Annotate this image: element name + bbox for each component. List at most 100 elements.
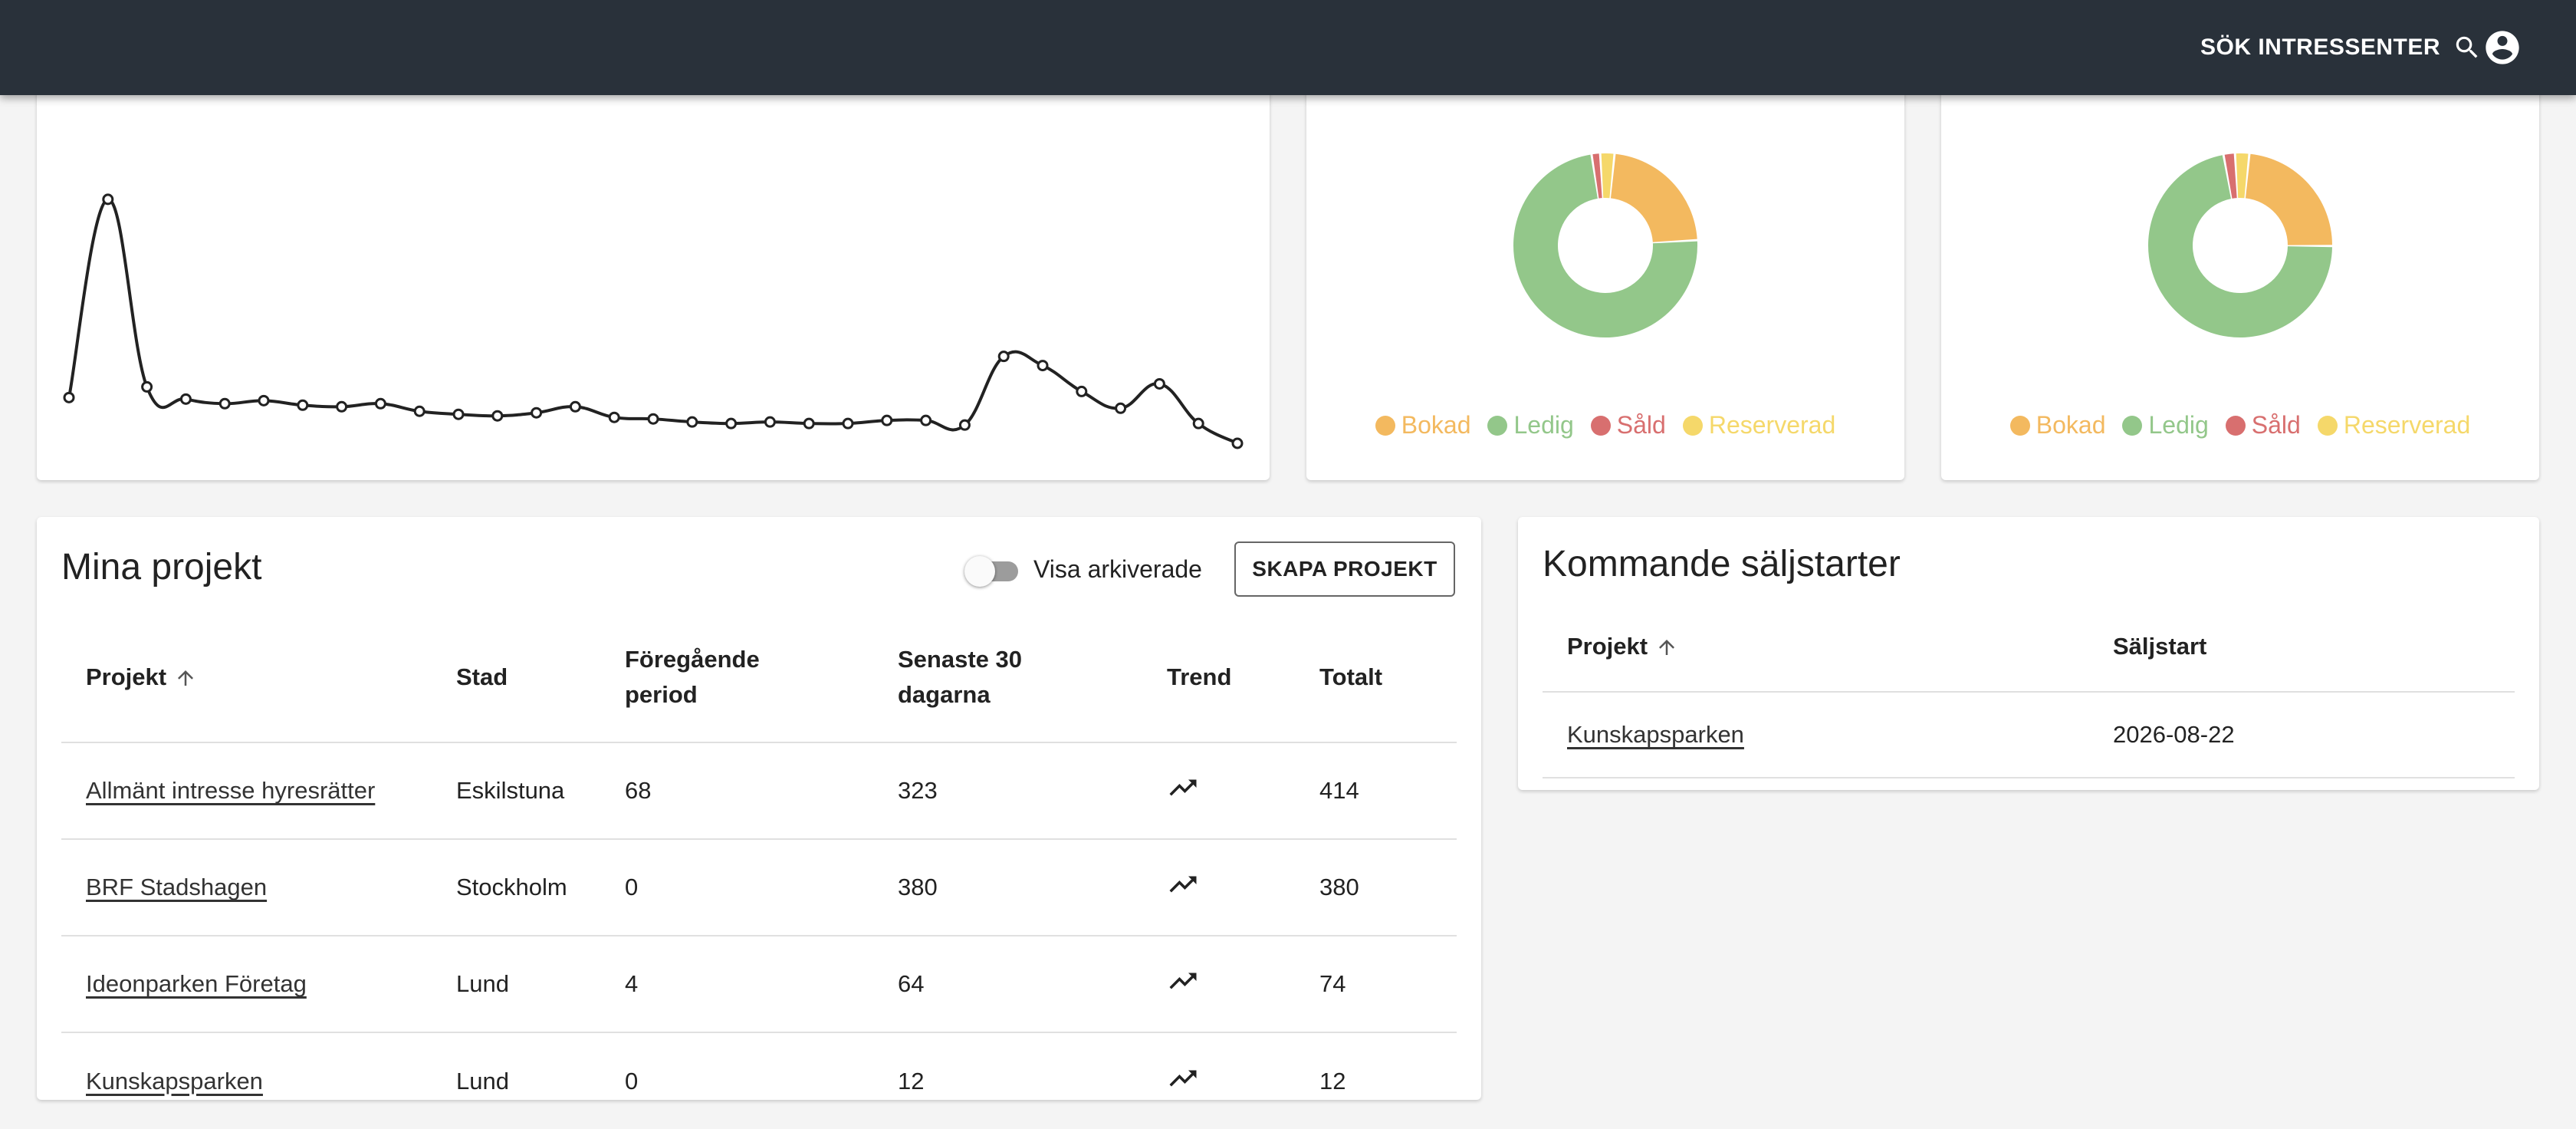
donut-slice-ledig[interactable] bbox=[1513, 154, 1697, 338]
data-point[interactable] bbox=[374, 397, 386, 410]
trend-cell bbox=[1142, 742, 1295, 839]
column-header-label: Föregående bbox=[625, 645, 760, 673]
project-link[interactable]: Kunskapsparken bbox=[86, 1067, 263, 1094]
legend-item-sald[interactable]: Såld bbox=[1590, 411, 1666, 439]
data-point[interactable] bbox=[63, 391, 75, 403]
search-stakeholders-button[interactable]: SÖK INTRESSENTER bbox=[2200, 26, 2482, 69]
legend-dot bbox=[2009, 415, 2030, 436]
data-point[interactable] bbox=[1037, 360, 1049, 372]
data-point[interactable] bbox=[219, 397, 231, 410]
data-point[interactable] bbox=[881, 414, 893, 426]
data-point[interactable] bbox=[764, 416, 776, 428]
data-point[interactable] bbox=[258, 394, 270, 407]
data-point[interactable] bbox=[647, 413, 659, 425]
donut-slice-reserverad[interactable] bbox=[2236, 153, 2249, 199]
legend-item-sald[interactable]: Såld bbox=[2225, 411, 2301, 439]
data-point[interactable] bbox=[413, 405, 426, 417]
donut-legend-2: Bokad Ledig Såld Reserverad bbox=[1941, 411, 2539, 439]
data-point[interactable] bbox=[491, 410, 504, 422]
create-project-button[interactable]: SKAPA PROJEKT bbox=[1234, 541, 1455, 597]
legend-dot bbox=[1590, 415, 1611, 436]
column-header-label: dagarna bbox=[898, 680, 991, 708]
data-point[interactable] bbox=[531, 407, 543, 419]
legend-label: Såld bbox=[1616, 411, 1666, 439]
data-point[interactable] bbox=[958, 419, 971, 431]
project-name-cell: Kunskapsparken bbox=[61, 1032, 432, 1129]
prev-period-cell: 0 bbox=[625, 874, 639, 900]
unit-status-donut-chart-1 bbox=[1513, 153, 1697, 338]
data-point[interactable] bbox=[725, 417, 738, 430]
data-point[interactable] bbox=[1192, 417, 1204, 430]
account-circle-icon[interactable] bbox=[2482, 28, 2522, 67]
data-point[interactable] bbox=[1153, 377, 1165, 390]
legend-item-bokad[interactable]: Bokad bbox=[2009, 411, 2105, 439]
legend-dot bbox=[2225, 415, 2246, 436]
toggle-switch[interactable] bbox=[964, 554, 1018, 587]
project-link[interactable]: BRF Stadshagen bbox=[86, 874, 268, 900]
legend-item-ledig[interactable]: Ledig bbox=[1487, 411, 1574, 439]
column-header-label: Projekt bbox=[1567, 632, 1648, 660]
column-header-label: Projekt bbox=[86, 663, 167, 690]
data-point[interactable] bbox=[141, 380, 153, 393]
total-cell: 74 bbox=[1319, 970, 1346, 997]
total-cell: 12 bbox=[1319, 1067, 1346, 1094]
data-point[interactable] bbox=[569, 400, 581, 413]
city-cell: Stockholm bbox=[456, 874, 567, 900]
interest-line-chart bbox=[63, 193, 1244, 449]
data-point[interactable] bbox=[842, 417, 854, 430]
donut-slice-sald[interactable] bbox=[2224, 153, 2237, 199]
data-point[interactable] bbox=[920, 414, 932, 426]
column-header-saljstart[interactable]: Säljstart bbox=[2113, 632, 2207, 660]
trending-up-icon bbox=[1169, 779, 1197, 796]
project-link[interactable]: Ideonparken Företag bbox=[86, 970, 307, 997]
data-point[interactable] bbox=[803, 417, 815, 430]
legend-label: Reserverad bbox=[1708, 411, 1836, 439]
donut-slice-sald[interactable] bbox=[1592, 153, 1602, 199]
data-point[interactable] bbox=[102, 193, 114, 206]
project-link[interactable]: Kunskapsparken bbox=[1567, 721, 1744, 748]
column-header-projekt[interactable]: Projekt bbox=[61, 612, 432, 742]
legend-item-bokad[interactable]: Bokad bbox=[1375, 411, 1470, 439]
project-name-cell: Kunskapsparken bbox=[1543, 692, 2088, 778]
column-header-last-30-days[interactable]: Senaste 30 dagarna bbox=[873, 612, 1142, 742]
data-point[interactable] bbox=[179, 393, 192, 405]
search-icon bbox=[2456, 36, 2478, 58]
legend-item-reserverad[interactable]: Reserverad bbox=[1682, 411, 1836, 439]
arrow-up-icon[interactable] bbox=[174, 667, 197, 690]
donut-slice-reserverad[interactable] bbox=[1601, 153, 1614, 199]
project-link[interactable]: Allmänt intresse hyresrätter bbox=[86, 777, 376, 804]
legend-dot bbox=[1375, 415, 1395, 436]
last-30-cell: 64 bbox=[898, 970, 925, 997]
data-point[interactable] bbox=[686, 416, 698, 428]
donut-slice-bokad[interactable] bbox=[1610, 153, 1697, 242]
data-point[interactable] bbox=[608, 411, 620, 423]
column-header-totalt[interactable]: Totalt bbox=[1319, 663, 1383, 690]
city-cell: Lund bbox=[456, 1067, 509, 1094]
total-cell: 380 bbox=[1319, 874, 1359, 900]
donut-legend-1: Bokad Ledig Såld Reserverad bbox=[1306, 411, 1904, 439]
show-archived-toggle[interactable]: Visa arkiverade bbox=[964, 554, 1202, 587]
show-archived-label: Visa arkiverade bbox=[1033, 555, 1202, 583]
donut-slice-ledig[interactable] bbox=[2148, 155, 2332, 338]
legend-item-ledig[interactable]: Ledig bbox=[2122, 411, 2209, 439]
data-point[interactable] bbox=[452, 408, 465, 420]
data-point[interactable] bbox=[1115, 402, 1127, 414]
arrow-up-icon[interactable] bbox=[1655, 636, 1678, 659]
search-stakeholders-label: SÖK INTRESSENTER bbox=[2200, 35, 2441, 60]
legend-dot bbox=[2317, 415, 2338, 436]
last-30-cell: 323 bbox=[898, 777, 938, 804]
column-header-prev-period[interactable]: Föregående period bbox=[600, 612, 873, 742]
last-30-cell: 380 bbox=[898, 874, 938, 900]
data-point[interactable] bbox=[297, 399, 309, 411]
data-point[interactable] bbox=[1076, 385, 1088, 397]
data-point[interactable] bbox=[997, 351, 1010, 363]
projects-table: Projekt Stad Föregående period Senaste 30… bbox=[61, 612, 1457, 1129]
column-header-trend[interactable]: Trend bbox=[1167, 663, 1232, 690]
data-point[interactable] bbox=[1231, 437, 1244, 449]
data-point[interactable] bbox=[336, 400, 348, 413]
prev-period-cell: 68 bbox=[625, 777, 652, 804]
column-header-projekt[interactable]: Projekt bbox=[1543, 601, 2088, 692]
column-header-stad[interactable]: Stad bbox=[456, 663, 508, 690]
donut-slice-bokad[interactable] bbox=[2245, 153, 2332, 245]
legend-item-reserverad[interactable]: Reserverad bbox=[2317, 411, 2470, 439]
